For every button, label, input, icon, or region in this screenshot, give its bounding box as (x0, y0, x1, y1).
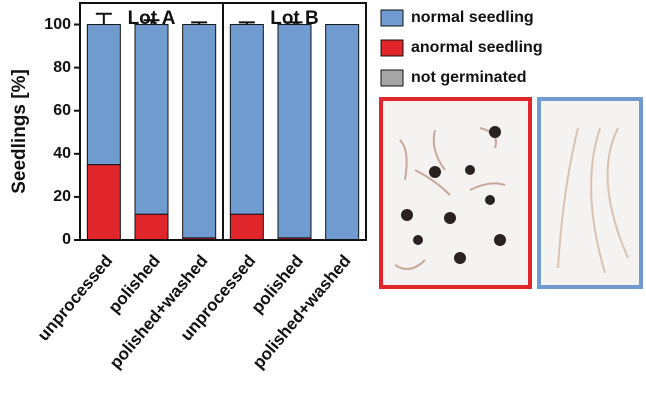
bar-segment (86, 24, 121, 166)
bar-segment (134, 24, 169, 215)
bar-segment (86, 164, 121, 241)
x-tick-label: unprocessed (34, 251, 117, 344)
error-bar (191, 21, 208, 25)
y-axis-label: Seedlings [%] (9, 69, 30, 194)
bar-segment (134, 213, 169, 241)
seedling-sketch (557, 127, 629, 274)
y-tick-label: 40 (53, 145, 71, 162)
bar-segment (277, 24, 312, 239)
legend-label: anormal seedling (411, 39, 543, 56)
panel-title: Lot B (270, 8, 319, 29)
y-tick-label: 100 (44, 16, 71, 33)
panel-title: Lot A (128, 8, 176, 29)
seed-sketch (401, 126, 506, 264)
legend-swatch (380, 9, 404, 27)
legend-label: normal seedling (411, 9, 534, 26)
legend-swatch (380, 39, 404, 57)
bar-segment (325, 24, 360, 241)
photo-frame (537, 97, 643, 289)
bar-segment (229, 24, 264, 215)
photo-abnormal (379, 97, 532, 289)
bar-segment (182, 24, 217, 239)
error-bar (286, 21, 303, 25)
photo-normal (537, 97, 643, 289)
y-tick-label: 60 (53, 102, 71, 119)
seedling-sketch (394, 127, 506, 270)
bar-segment (229, 213, 264, 241)
y-tick-label: 80 (53, 59, 71, 76)
error-bar (95, 12, 112, 25)
y-tick-label: 20 (53, 188, 71, 205)
panel-frame (222, 2, 367, 241)
error-bar (238, 21, 255, 25)
y-tick-label: 0 (62, 231, 71, 248)
error-bar (143, 19, 160, 25)
legend-swatch (380, 69, 404, 87)
legend-label: not germinated (411, 69, 527, 86)
